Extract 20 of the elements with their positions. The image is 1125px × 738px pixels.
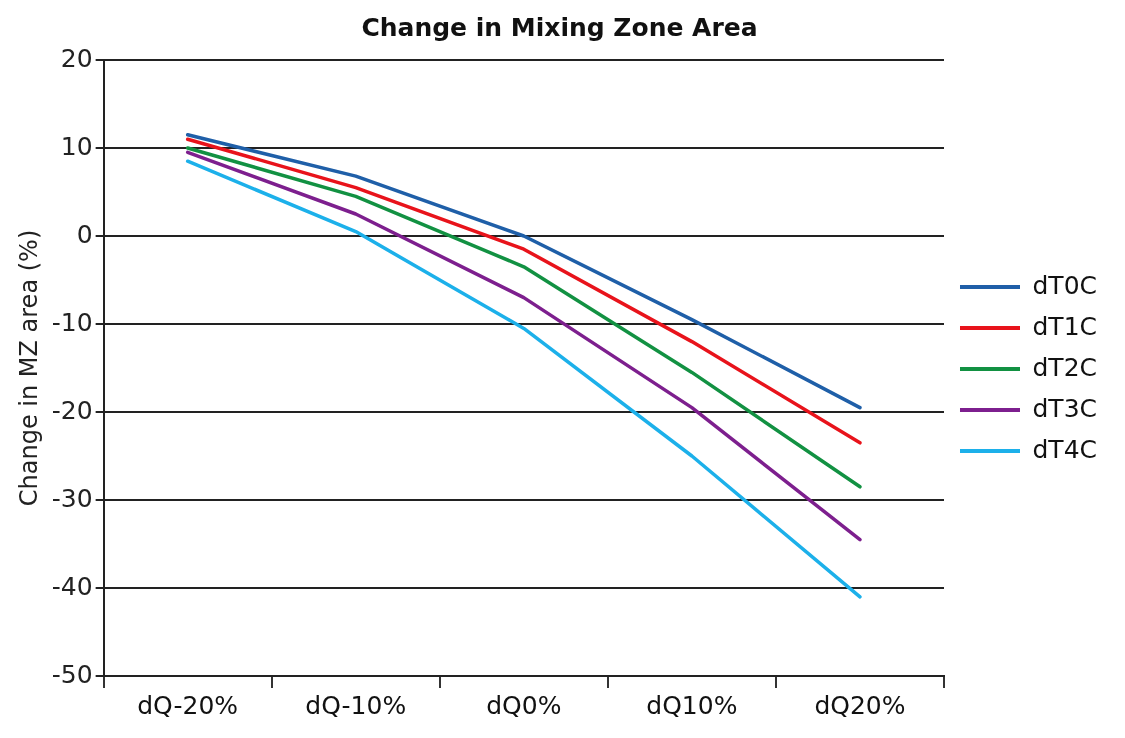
y-tick-label: -30 [51,483,93,513]
legend-label: dT3C [1032,393,1098,423]
x-tick-label: dQ-20% [137,690,239,720]
x-tick-label: dQ10% [646,690,738,720]
y-tick-label: 20 [60,43,93,73]
legend-label: dT4C [1032,434,1098,464]
x-tick-label: dQ20% [814,690,906,720]
x-tick-label: dQ0% [486,690,562,720]
y-tick-label: -10 [51,307,93,337]
y-tick-label: -40 [51,571,93,601]
chart-title: Change in Mixing Zone Area [361,12,758,42]
legend-label: dT2C [1032,352,1098,382]
y-tick-label: 0 [76,219,93,249]
y-tick-label: 10 [60,131,93,161]
y-axis-title: Change in MZ area (%) [14,229,43,507]
legend-label: dT1C [1032,311,1098,341]
legend-label: dT0C [1032,270,1098,300]
y-tick-label: -50 [51,659,93,689]
x-tick-label: dQ-10% [305,690,407,720]
y-tick-label: -20 [51,395,93,425]
